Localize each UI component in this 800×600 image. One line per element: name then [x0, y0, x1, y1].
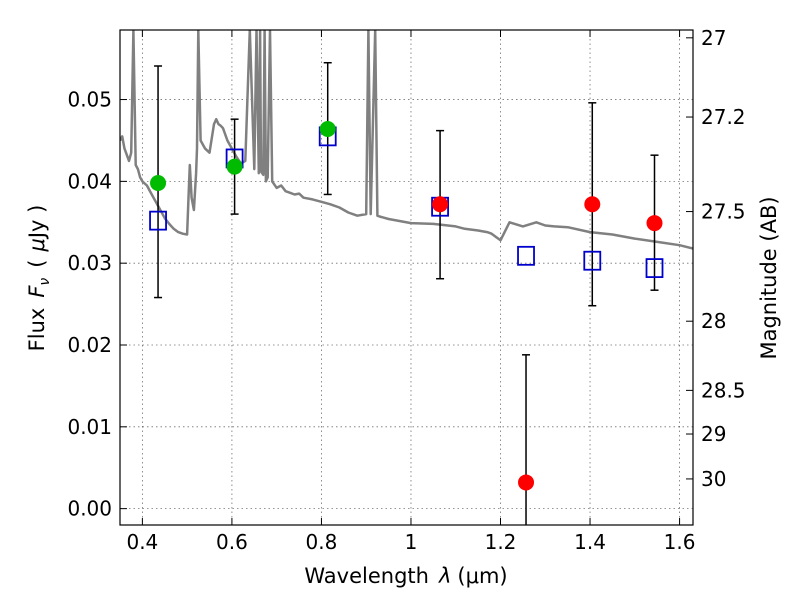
magnitude-tick-label: 27 [701, 26, 726, 50]
red-flux-point [584, 196, 601, 213]
y-axis-ticks: 0.00 0.01 0.02 0.03 0.04 0.05 [67, 88, 127, 521]
model-spectrum [120, 30, 693, 250]
magnitude-tick-label: 29 [701, 422, 726, 446]
x-tick-label: 1 [405, 530, 418, 554]
model-flux-square [583, 250, 602, 271]
red-flux-point [646, 215, 663, 232]
y-tick-label: 0.00 [67, 497, 112, 521]
plot-frame [119, 29, 694, 526]
model-flux-square [645, 258, 664, 278]
y-tick-label: 0.03 [67, 251, 112, 275]
measured-flux-points [150, 121, 663, 491]
model-flux-square [149, 210, 167, 231]
magnitude-tick-label: 27.2 [701, 105, 746, 129]
x-tick-label: 1.4 [574, 530, 606, 554]
y-tick-label: 0.02 [67, 333, 112, 357]
magnitude-axis-label: Magnitude (AB) [757, 196, 781, 359]
y-tick-label: 0.01 [67, 415, 112, 439]
x-tick-label: 0.8 [306, 530, 338, 554]
x-tick-label: 0.6 [216, 530, 248, 554]
magnitude-tick-label: 30 [701, 467, 726, 491]
model-flux-square [517, 245, 535, 266]
green-flux-point [150, 175, 167, 191]
model-spectrum-line [120, 30, 693, 250]
y-axis-label: FluxFν(μJy ) [25, 205, 53, 352]
x-tick-label: 1.6 [664, 530, 696, 554]
x-axis-ticks: 0.4 0.6 0.8 1 1.2 1.4 1.6 [126, 30, 695, 554]
magnitude-axis-ticks: 27 27.2 27.5 28 28.5 29 30 [686, 26, 746, 491]
grid-lines [120, 30, 693, 525]
green-flux-point [226, 158, 243, 175]
red-flux-point [432, 196, 449, 213]
red-flux-point [518, 474, 535, 491]
x-axis-label: Wavelength λ (μm) [304, 564, 507, 588]
magnitude-tick-label: 27.5 [701, 200, 746, 224]
magnitude-tick-label: 28.5 [701, 378, 746, 402]
y-tick-label: 0.05 [67, 88, 112, 112]
error-bars [154, 61, 659, 525]
x-tick-label: 0.4 [126, 530, 158, 554]
magnitude-tick-label: 28 [701, 309, 726, 333]
x-tick-label: 1.2 [485, 530, 517, 554]
green-flux-point [319, 121, 336, 137]
y-tick-label: 0.04 [67, 169, 112, 193]
